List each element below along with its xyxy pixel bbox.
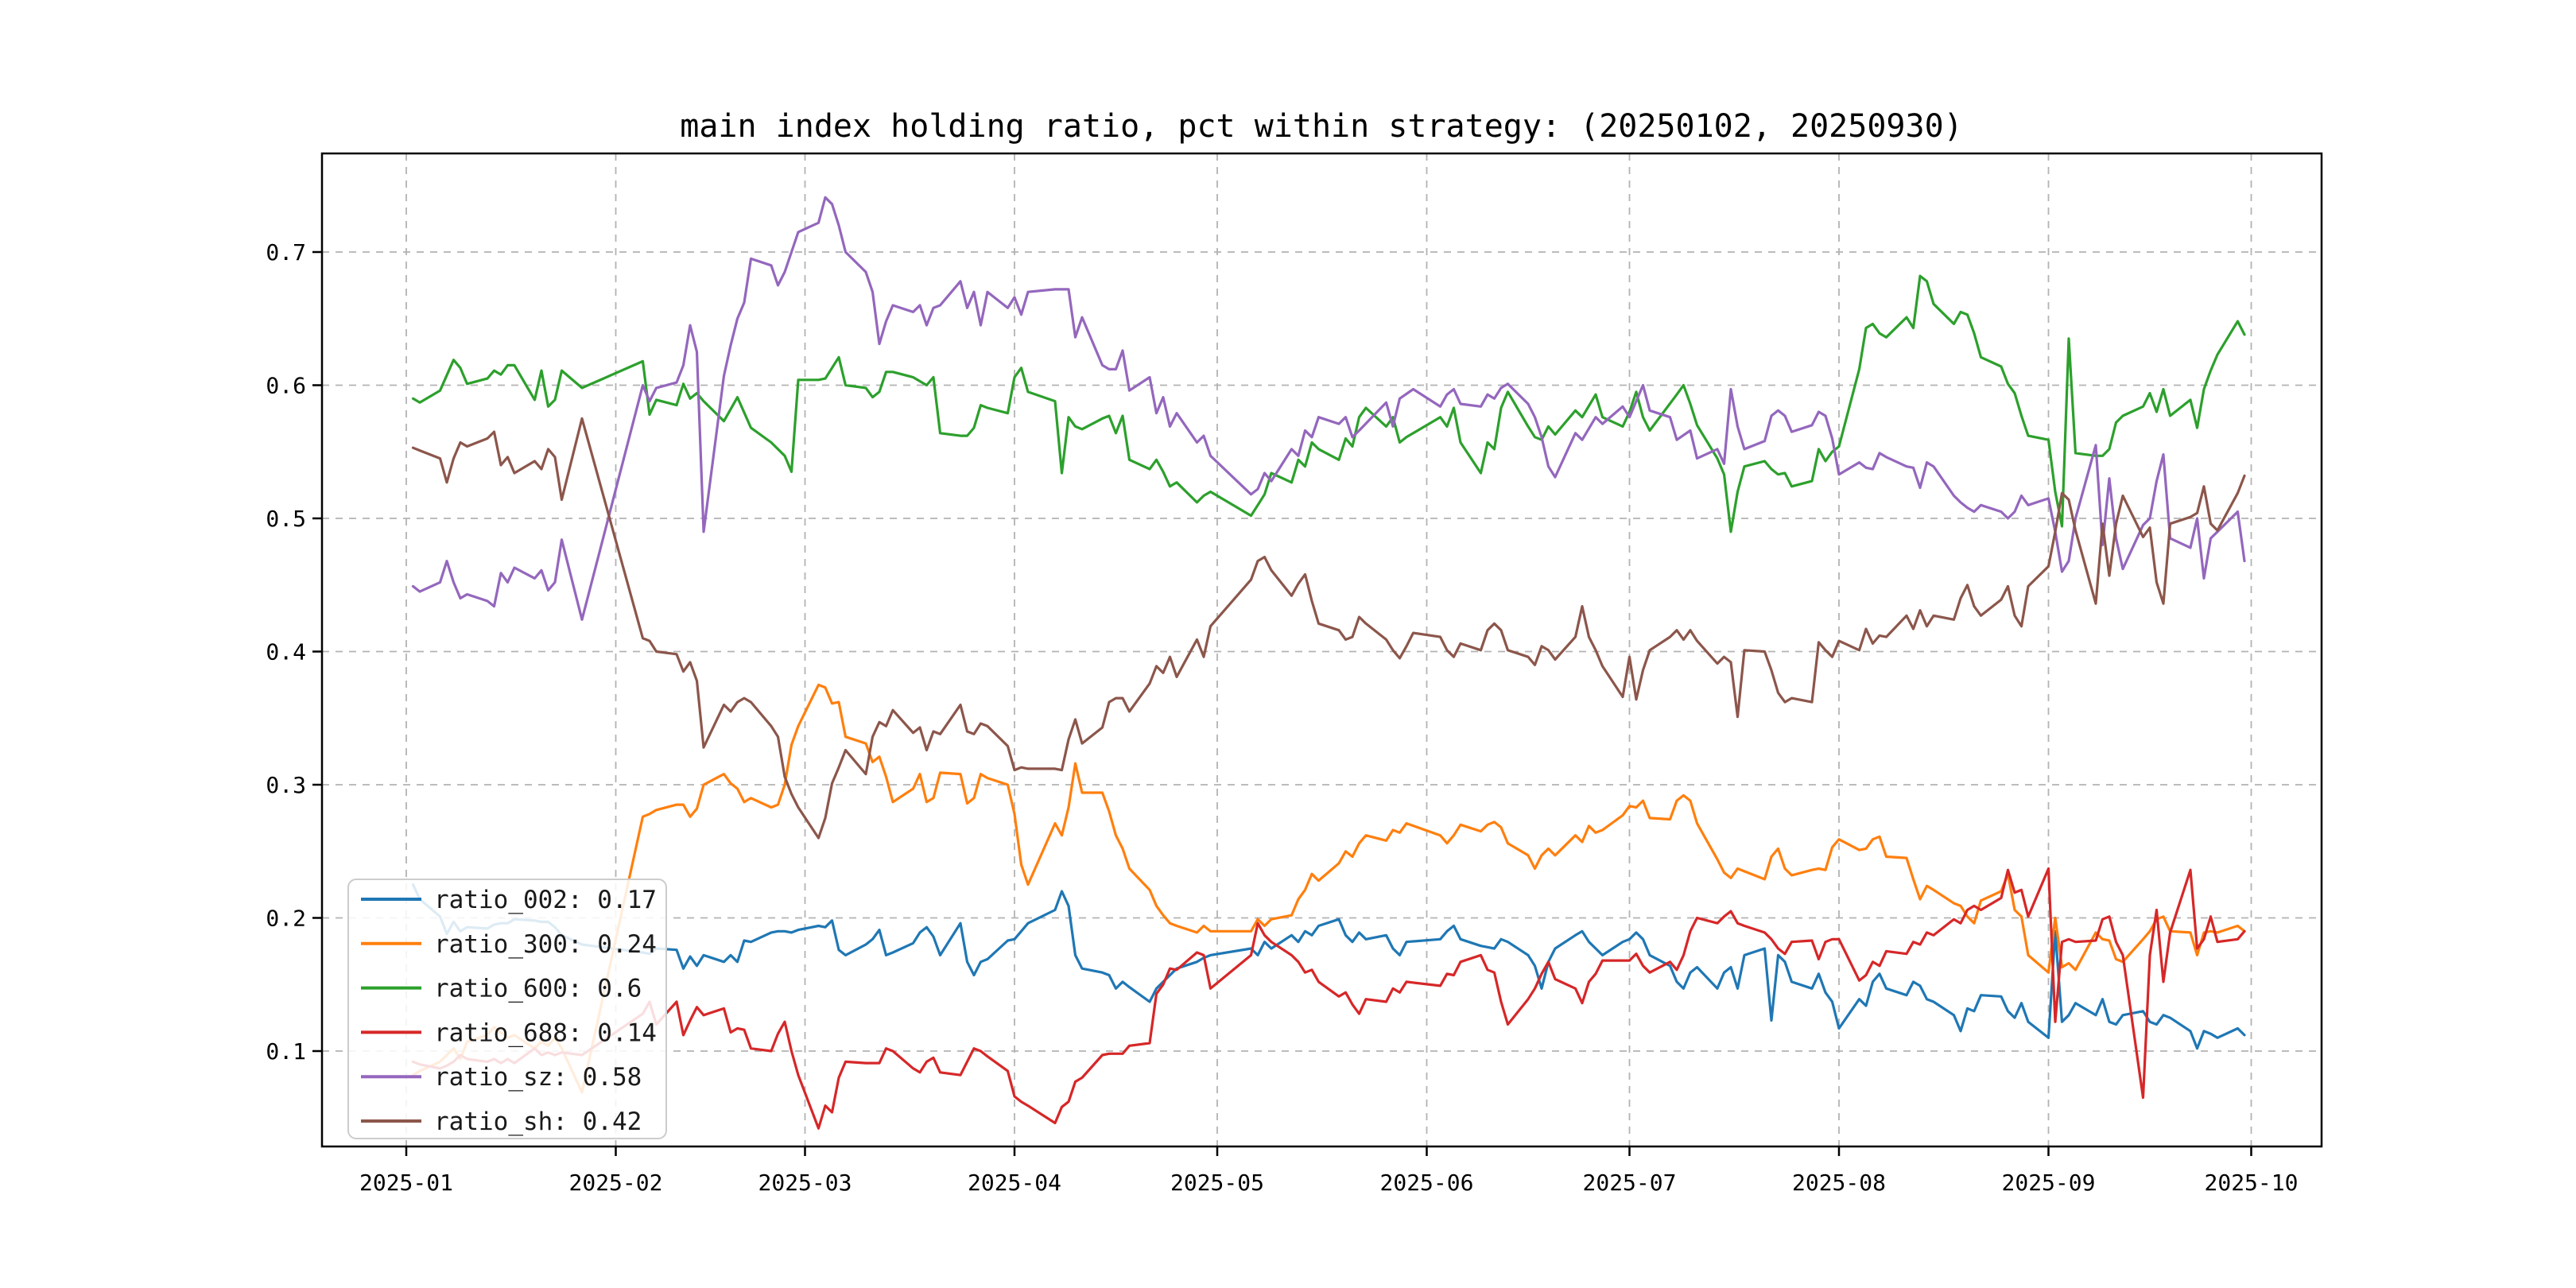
x-tick-label: 2025-07: [1582, 1170, 1676, 1196]
series-line-ratio_sz: [411, 196, 2246, 621]
axis-tick-labels: 0.1 0.2 0.3 0.4 0.5 0.6 0.7 2025-01 2025-02 2025-…: [266, 239, 2298, 1196]
data-series-lines: [411, 196, 2246, 1130]
grid-lines: [322, 153, 2322, 1146]
x-tick-label: 2025-10: [2204, 1170, 2298, 1196]
series-line-ratio_688: [411, 867, 2246, 1130]
y-tick-label: 0.1: [266, 1038, 306, 1065]
x-tick-label: 2025-06: [1379, 1170, 1473, 1196]
legend-box: ratio_002: 0.17 ratio_300: 0.24 ratio_600:…: [347, 879, 667, 1139]
series-line-ratio_002: [411, 883, 2246, 1050]
legend-label-ratio_688: ratio_688: 0.14: [434, 1018, 657, 1047]
legend-label-ratio_300: ratio_300: 0.24: [434, 930, 657, 959]
y-tick-label: 0.5: [266, 506, 306, 532]
x-tick-label: 2025-09: [2001, 1170, 2095, 1196]
y-tick-label: 0.7: [266, 239, 306, 266]
plot-frame: [320, 152, 2323, 1148]
legend-label-ratio_002: ratio_002: 0.17: [434, 886, 657, 914]
x-tick-label: 2025-05: [1170, 1170, 1264, 1196]
series-line-ratio_300: [411, 683, 2246, 1094]
series-line-ratio_sh: [411, 417, 2246, 840]
x-tick-label: 2025-02: [568, 1170, 662, 1196]
chart-title: main index holding ratio, pct within str…: [680, 108, 1963, 145]
series-line-ratio_600: [411, 274, 2246, 533]
legend-label-ratio_sz: ratio_sz: 0.58: [434, 1063, 642, 1092]
x-tick-label: 2025-03: [758, 1170, 852, 1196]
legend-background: [347, 879, 667, 1139]
axis-ticks: [312, 250, 2252, 1156]
x-tick-label: 2025-08: [1792, 1170, 1886, 1196]
y-tick-label: 0.4: [266, 639, 306, 665]
legend-label-ratio_sh: ratio_sh: 0.42: [434, 1108, 642, 1136]
y-tick-label: 0.6: [266, 373, 306, 399]
x-tick-label: 2025-04: [968, 1170, 1061, 1196]
y-tick-label: 0.3: [266, 772, 306, 798]
legend-label-ratio_600: ratio_600: 0.6: [434, 975, 642, 1003]
y-tick-label: 0.2: [266, 906, 306, 932]
x-tick-label: 2025-01: [359, 1170, 453, 1196]
